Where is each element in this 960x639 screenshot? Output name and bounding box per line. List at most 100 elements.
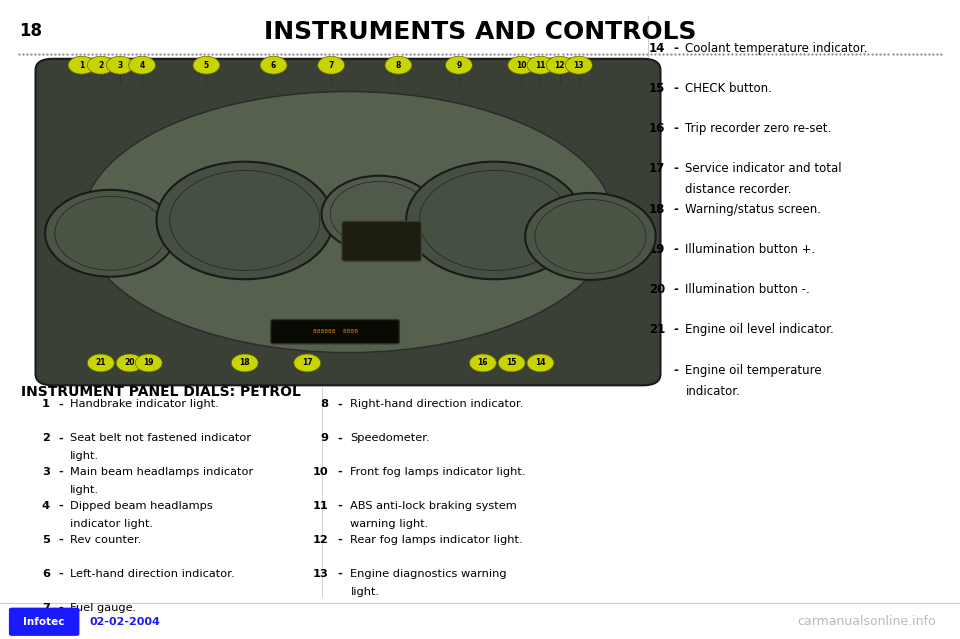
Circle shape [527, 354, 554, 372]
Text: 13: 13 [312, 569, 328, 579]
Circle shape [45, 190, 176, 277]
Text: 2: 2 [98, 61, 104, 70]
Text: 12: 12 [555, 61, 564, 70]
Text: Service indicator and total: Service indicator and total [685, 162, 842, 175]
Text: -: - [59, 467, 62, 477]
Text: 18: 18 [239, 358, 251, 367]
Text: -: - [59, 399, 62, 410]
Text: -: - [59, 501, 62, 511]
Text: 11: 11 [536, 61, 545, 70]
Text: 10: 10 [313, 467, 328, 477]
Text: 16: 16 [649, 122, 665, 135]
Circle shape [260, 56, 287, 74]
Ellipse shape [83, 91, 613, 353]
Text: 4: 4 [42, 501, 50, 511]
Text: Speedometer.: Speedometer. [350, 433, 430, 443]
Text: 3: 3 [117, 61, 123, 70]
Text: distance recorder.: distance recorder. [685, 183, 792, 196]
Text: 5: 5 [204, 61, 209, 70]
Circle shape [445, 56, 472, 74]
Circle shape [193, 56, 220, 74]
Text: 20: 20 [125, 358, 134, 367]
FancyBboxPatch shape [36, 59, 660, 385]
Text: Engine diagnostics warning: Engine diagnostics warning [350, 569, 507, 579]
Text: 1: 1 [79, 61, 84, 70]
Text: carmanualsonline.info: carmanualsonline.info [798, 615, 936, 628]
Text: Engine oil temperature: Engine oil temperature [685, 364, 822, 376]
Circle shape [420, 171, 569, 270]
Text: 12: 12 [313, 535, 328, 545]
FancyBboxPatch shape [271, 320, 399, 344]
Text: Main beam headlamps indicator: Main beam headlamps indicator [70, 467, 253, 477]
Text: 7: 7 [42, 603, 50, 613]
Text: -: - [59, 603, 62, 613]
Text: -: - [338, 501, 342, 511]
Text: -: - [673, 364, 679, 376]
Text: light.: light. [70, 485, 99, 495]
Text: -: - [673, 82, 679, 95]
Text: -: - [59, 535, 62, 545]
Text: 15: 15 [649, 82, 665, 95]
Text: 19: 19 [144, 358, 154, 367]
Text: -: - [59, 433, 62, 443]
Text: INSTRUMENT PANEL DIALS: PETROL: INSTRUMENT PANEL DIALS: PETROL [21, 385, 301, 399]
Text: -: - [673, 323, 679, 336]
Text: Infotec: Infotec [23, 617, 65, 627]
Text: 9: 9 [456, 61, 462, 70]
Text: 6: 6 [42, 569, 50, 579]
Text: -: - [673, 122, 679, 135]
Circle shape [546, 56, 573, 74]
Text: Coolant temperature indicator.: Coolant temperature indicator. [685, 42, 868, 54]
Circle shape [406, 162, 583, 279]
Text: 17: 17 [649, 162, 665, 175]
Text: 8: 8 [396, 61, 401, 70]
Circle shape [322, 176, 437, 252]
Text: 10: 10 [516, 61, 526, 70]
Circle shape [68, 56, 95, 74]
Text: Illumination button -.: Illumination button -. [685, 283, 810, 296]
Text: -: - [673, 42, 679, 54]
FancyBboxPatch shape [10, 608, 79, 635]
Text: Seat belt not fastened indicator: Seat belt not fastened indicator [70, 433, 252, 443]
Text: indicator.: indicator. [685, 385, 740, 397]
Text: Fuel gauge.: Fuel gauge. [70, 603, 136, 613]
Text: 8: 8 [321, 399, 328, 410]
Text: Left-hand direction indicator.: Left-hand direction indicator. [70, 569, 234, 579]
Text: 21: 21 [96, 358, 106, 367]
FancyBboxPatch shape [342, 221, 421, 261]
Text: 15: 15 [507, 358, 516, 367]
Text: -: - [673, 243, 679, 256]
Text: -: - [338, 535, 342, 545]
Text: warning light.: warning light. [350, 519, 429, 529]
Circle shape [535, 199, 646, 273]
Circle shape [87, 354, 114, 372]
Text: Right-hand direction indicator.: Right-hand direction indicator. [350, 399, 524, 410]
Text: 18: 18 [19, 22, 42, 40]
Text: 888888  8888: 888888 8888 [313, 329, 357, 334]
Text: -: - [59, 569, 62, 579]
Circle shape [525, 193, 656, 280]
Text: 1: 1 [42, 399, 50, 410]
Text: -: - [338, 433, 342, 443]
Text: 3: 3 [42, 467, 50, 477]
Text: CHECK button.: CHECK button. [685, 82, 772, 95]
Text: 21: 21 [649, 323, 665, 336]
Circle shape [469, 354, 496, 372]
Text: Illumination button +.: Illumination button +. [685, 243, 816, 256]
Text: Front fog lamps indicator light.: Front fog lamps indicator light. [350, 467, 526, 477]
Circle shape [55, 196, 166, 270]
Text: ABS anti-lock braking system: ABS anti-lock braking system [350, 501, 517, 511]
Circle shape [87, 56, 114, 74]
Circle shape [156, 162, 333, 279]
Circle shape [294, 354, 321, 372]
Text: 7: 7 [328, 61, 334, 70]
Text: 5: 5 [42, 535, 50, 545]
Text: 6: 6 [271, 61, 276, 70]
Circle shape [330, 181, 428, 247]
Text: -: - [673, 162, 679, 175]
Text: light.: light. [350, 587, 379, 597]
Text: -: - [673, 283, 679, 296]
Text: -: - [338, 569, 342, 579]
Text: 17: 17 [301, 358, 313, 367]
Text: 14: 14 [536, 358, 545, 367]
